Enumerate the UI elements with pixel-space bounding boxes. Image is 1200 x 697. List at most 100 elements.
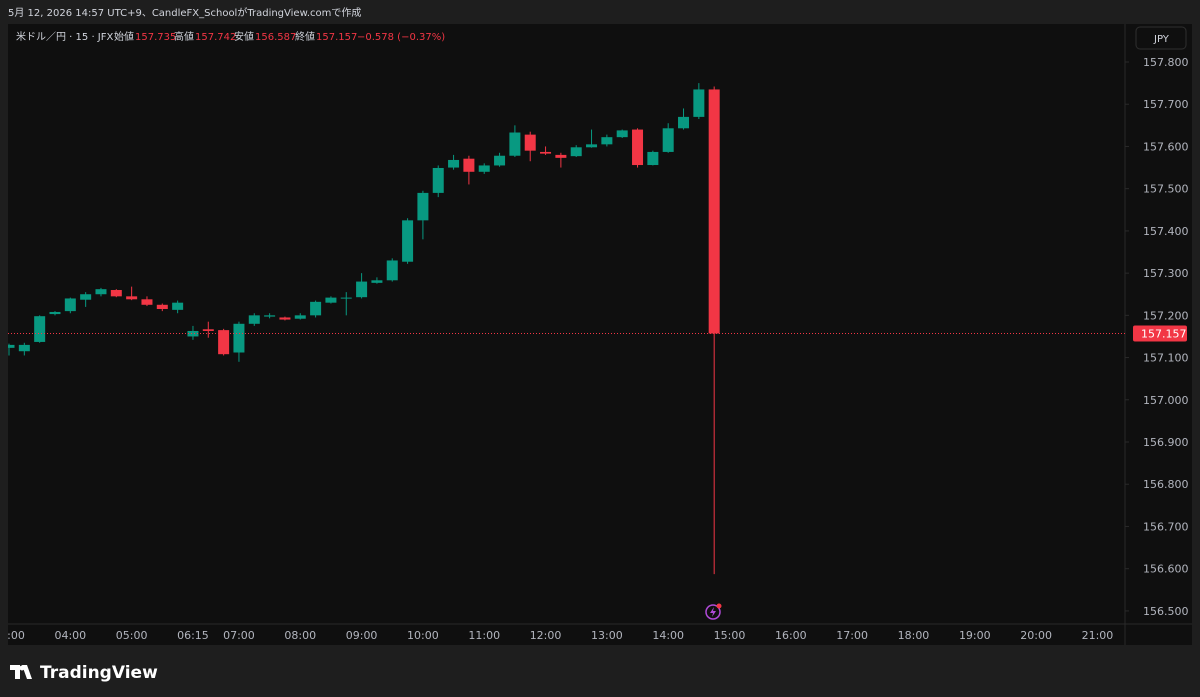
currency-label[interactable]: JPY xyxy=(1153,34,1170,45)
last-price-label: 157.157 xyxy=(1141,328,1187,341)
close-label: 終値 xyxy=(295,30,315,43)
candle-body xyxy=(141,299,153,305)
x-tick-label: 14:00 xyxy=(652,629,684,642)
candle-body xyxy=(340,297,352,299)
low-label: 安値 xyxy=(234,30,254,43)
candle-body xyxy=(248,315,260,324)
plot-area xyxy=(8,83,1125,575)
x-tick-label: 05:00 xyxy=(116,629,148,642)
x-tick-label: 11:00 xyxy=(468,629,500,642)
x-tick-label: 03:00 xyxy=(0,629,25,642)
currency-button[interactable] xyxy=(1135,26,1187,50)
change-value: −0.578 (−0.37%) xyxy=(357,32,445,43)
x-tick-label: 15:00 xyxy=(714,629,746,642)
x-tick-label: 20:00 xyxy=(1020,629,1052,642)
y-tick-label: 156.900 xyxy=(1143,436,1189,449)
x-tick-label: 16:00 xyxy=(775,629,807,642)
close-value: 157.157 xyxy=(316,32,357,43)
candle-body xyxy=(494,155,506,166)
candle-body xyxy=(417,192,429,221)
x-tick-label: 21:00 xyxy=(1082,629,1114,642)
candle-body xyxy=(708,89,720,334)
y-tick-label: 157.400 xyxy=(1143,225,1189,238)
x-axis: 03:00 04:00 05:00 06:15 07:00 08:00 09:00 10:00… xyxy=(0,629,1114,642)
candle-body xyxy=(601,137,613,145)
high-value: 157.742 xyxy=(195,32,236,43)
candle-body xyxy=(371,280,383,283)
candle-body xyxy=(187,330,199,337)
x-tick-label: 12:00 xyxy=(530,629,562,642)
brand-name: TradingView xyxy=(40,663,158,683)
chart-panel xyxy=(8,24,1192,645)
low-value: 156.587 xyxy=(255,32,296,43)
x-tick-label: 08:00 xyxy=(284,629,316,642)
x-tick-label: 04:00 xyxy=(54,629,86,642)
candle-body xyxy=(172,302,184,310)
symbol: 米ドル／円 · 15 · JFX xyxy=(16,30,113,43)
candle-body xyxy=(49,311,61,315)
y-tick-label: 157.600 xyxy=(1143,140,1189,153)
last-price-tag xyxy=(1133,325,1187,342)
candle-body xyxy=(264,315,276,317)
candle-body xyxy=(18,344,30,352)
candle-body xyxy=(80,294,92,300)
candle-body xyxy=(647,151,659,166)
candle-body xyxy=(693,89,705,117)
y-tick-label: 156.500 xyxy=(1143,605,1189,618)
x-tick-label: 07:00 xyxy=(223,629,255,642)
candle-body xyxy=(8,344,15,348)
brand-logo xyxy=(10,665,32,679)
high-label: 高値 xyxy=(174,30,194,43)
y-axis: 157.800 157.700 157.600 157.500 157.400 157.3… xyxy=(1125,56,1189,618)
candle-body xyxy=(64,298,76,312)
candle-body xyxy=(310,301,322,316)
candle-body xyxy=(478,165,490,172)
y-tick-label: 157.500 xyxy=(1143,183,1189,196)
y-tick-label: 157.300 xyxy=(1143,267,1189,280)
candle-body xyxy=(524,134,536,151)
y-tick-label: 157.000 xyxy=(1143,394,1189,407)
legend-header: 米ドル／円 · 15 · JFX 始値 157.735 高値 157.742 安… xyxy=(16,30,445,43)
candle-body xyxy=(540,151,552,154)
open-label: 始値 xyxy=(114,30,134,43)
y-tick-label: 157.800 xyxy=(1143,56,1189,69)
x-tick-label: 18:00 xyxy=(898,629,930,642)
candle-body xyxy=(448,159,460,168)
candle-body xyxy=(662,128,674,152)
candle-body xyxy=(95,289,107,295)
candle-body xyxy=(110,290,122,297)
x-tick-label: 06:15 xyxy=(177,629,209,642)
candle-body xyxy=(202,329,214,331)
candle-body xyxy=(463,158,475,172)
candle-body xyxy=(325,297,337,303)
alert-icon[interactable] xyxy=(705,603,722,620)
candle-body xyxy=(279,317,291,320)
candle-body xyxy=(432,167,444,193)
candle-body xyxy=(509,132,521,156)
y-tick-label: 156.800 xyxy=(1143,478,1189,491)
x-tick-label: 13:00 xyxy=(591,629,623,642)
candle-body xyxy=(678,116,690,129)
open-value: 157.735 xyxy=(135,32,176,43)
candle-body xyxy=(570,147,582,157)
y-tick-label: 157.200 xyxy=(1143,309,1189,322)
y-tick-label: 156.700 xyxy=(1143,520,1189,533)
candle-body xyxy=(126,296,138,300)
candle-body xyxy=(218,330,230,355)
candle-body xyxy=(294,315,306,319)
candle-body xyxy=(34,316,46,342)
candle-body xyxy=(402,220,414,262)
candle-body xyxy=(156,304,168,310)
x-tick-label: 10:00 xyxy=(407,629,439,642)
y-tick-label: 157.100 xyxy=(1143,352,1189,365)
candle-body xyxy=(233,323,245,353)
y-tick-label: 157.700 xyxy=(1143,98,1189,111)
candle-body xyxy=(386,260,398,281)
candle-body xyxy=(616,130,628,138)
y-tick-label: 156.600 xyxy=(1143,563,1189,576)
candle-body xyxy=(632,129,644,166)
x-tick-label: 19:00 xyxy=(959,629,991,642)
candle-body xyxy=(356,281,368,298)
